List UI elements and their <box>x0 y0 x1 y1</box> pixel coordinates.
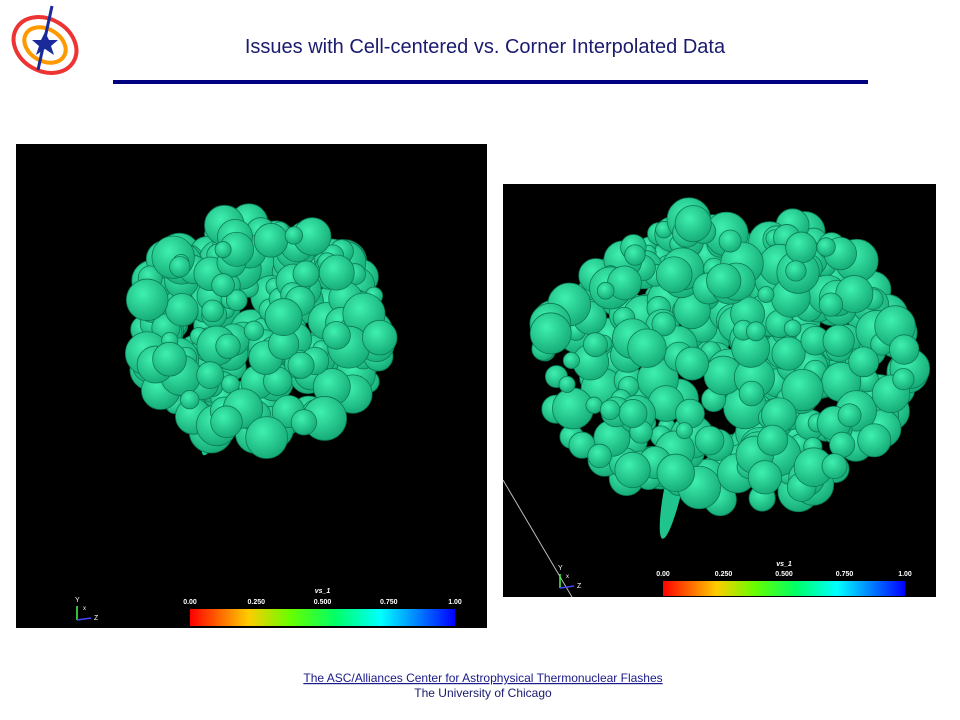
lobe <box>225 289 248 312</box>
lobe <box>627 328 667 368</box>
lobe <box>822 324 855 357</box>
lobe <box>785 260 807 282</box>
lobe <box>771 336 806 371</box>
lobe <box>818 292 843 317</box>
colorbar-tick-label: 0.750 <box>836 571 854 578</box>
lobe <box>585 396 603 414</box>
lobe <box>599 399 621 421</box>
lobe <box>284 226 303 245</box>
colorbar <box>663 581 905 596</box>
colorbar-variable: vs_1 <box>315 588 331 595</box>
lobe <box>322 321 351 350</box>
lobe <box>675 422 693 440</box>
lobe <box>816 237 836 257</box>
lobe <box>694 425 725 456</box>
footer-institution: The University of Chicago <box>414 686 552 700</box>
lobe <box>169 256 191 278</box>
lobe <box>243 320 265 341</box>
lobe <box>783 319 802 338</box>
logo <box>11 5 79 75</box>
triad-label: Y <box>558 565 563 572</box>
isosurface <box>529 197 931 539</box>
triad-label: Y <box>75 597 80 604</box>
isosurface <box>124 203 398 459</box>
lobe <box>214 241 232 259</box>
lobe <box>215 333 241 359</box>
lobe <box>781 368 824 412</box>
colorbar-tick-label: 0.250 <box>715 571 733 578</box>
colorbar-tick-label: 0.500 <box>775 571 793 578</box>
triad-axis <box>559 585 575 589</box>
triad-label: Z <box>577 583 582 590</box>
lobe <box>290 409 317 436</box>
triad-label: x <box>83 606 86 612</box>
slide-title: Issues with Cell-centered vs. Corner Int… <box>245 36 726 58</box>
footer-link[interactable]: The ASC/Alliances Center for Astrophysic… <box>303 671 662 685</box>
lobe <box>892 368 915 391</box>
lobe <box>180 390 200 410</box>
title-rule <box>113 80 868 84</box>
lobe <box>655 256 693 294</box>
lobe <box>848 346 880 378</box>
lobe <box>583 332 608 358</box>
colorbar-tick-label: 0.500 <box>314 599 332 606</box>
lobe <box>210 405 243 439</box>
lobe <box>738 380 765 407</box>
lobe <box>757 286 775 303</box>
lobe <box>292 260 320 288</box>
lobe <box>656 453 695 493</box>
lobe <box>747 460 783 495</box>
lobe <box>562 351 580 370</box>
triad-axis <box>76 617 92 621</box>
colorbar-tick-label: 0.750 <box>380 599 398 606</box>
lobe <box>614 451 651 489</box>
lobe <box>196 361 224 389</box>
lobe <box>152 341 187 377</box>
colorbar-tick-label: 1.00 <box>898 571 912 578</box>
triad-label: x <box>566 574 569 580</box>
lobe <box>211 273 235 297</box>
colorbar-tick-label: 0.250 <box>247 599 265 606</box>
lobe <box>125 278 169 322</box>
colorbar <box>190 609 455 626</box>
lobe <box>757 424 789 456</box>
colorbar-tick-label: 0.00 <box>656 571 670 578</box>
colorbar-variable: vs_1 <box>776 561 792 568</box>
lobe <box>587 443 612 469</box>
lobe <box>857 423 892 458</box>
lobe <box>165 293 199 327</box>
lobe <box>675 346 709 381</box>
lobe <box>718 229 742 253</box>
lobe <box>745 321 766 342</box>
lobe <box>361 319 398 356</box>
lobe <box>706 263 742 299</box>
triad-label: Z <box>94 615 99 622</box>
lobe <box>785 231 818 264</box>
lobe <box>596 281 615 300</box>
lobe <box>558 375 576 393</box>
lobe <box>253 223 289 258</box>
lobe <box>318 254 355 291</box>
lobe <box>618 399 648 428</box>
lobe <box>651 311 676 337</box>
lobe <box>529 312 572 355</box>
lobe <box>674 205 712 243</box>
lobe <box>837 403 862 428</box>
lobe <box>889 334 920 365</box>
lobe <box>264 298 303 337</box>
lobe <box>245 416 288 459</box>
colorbar-tick-label: 0.00 <box>183 599 197 606</box>
lobe <box>624 244 646 266</box>
lobe <box>201 299 225 323</box>
lobe <box>287 351 315 379</box>
lobe <box>821 453 848 480</box>
colorbar-tick-label: 1.00 <box>448 599 462 606</box>
